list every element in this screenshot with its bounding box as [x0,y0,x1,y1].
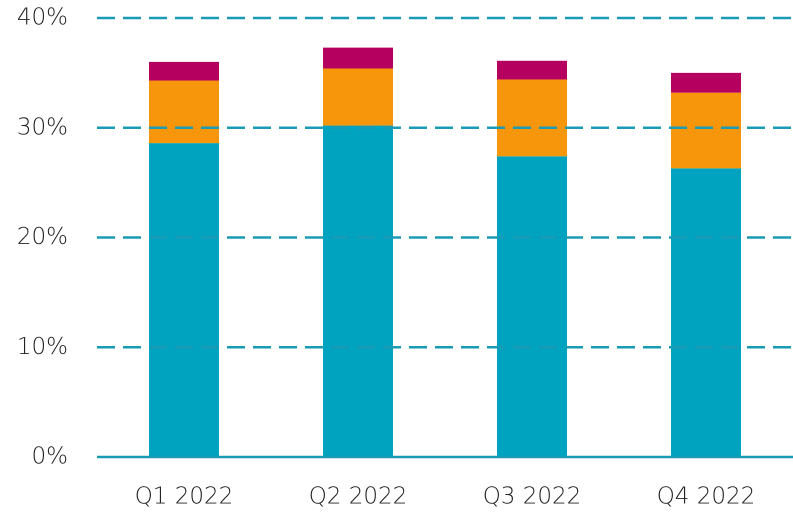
y-tick-label: 0% [32,444,69,470]
x-tick-label: Q2 2022 [309,484,408,510]
y-tick-label: 10% [17,334,68,360]
x-tick-label: Q3 2022 [483,484,582,510]
bar-segment [497,79,567,157]
bar-segment [497,60,567,80]
bar-segment [323,47,393,69]
x-tick-label: Q4 2022 [657,484,756,510]
bar-segment [671,92,741,169]
bar-segment [671,168,741,458]
bar-segment [671,72,741,93]
y-tick-label: 30% [17,114,68,140]
x-tick-label: Q1 2022 [135,484,234,510]
y-tick-label: 20% [17,224,68,250]
bar-segment [149,143,219,458]
bar-segment [149,80,219,144]
y-tick-label: 40% [17,5,68,31]
bar-segment [323,125,393,458]
bar-segment [149,61,219,81]
bar-segment [323,68,393,126]
bar-segment [497,156,567,457]
